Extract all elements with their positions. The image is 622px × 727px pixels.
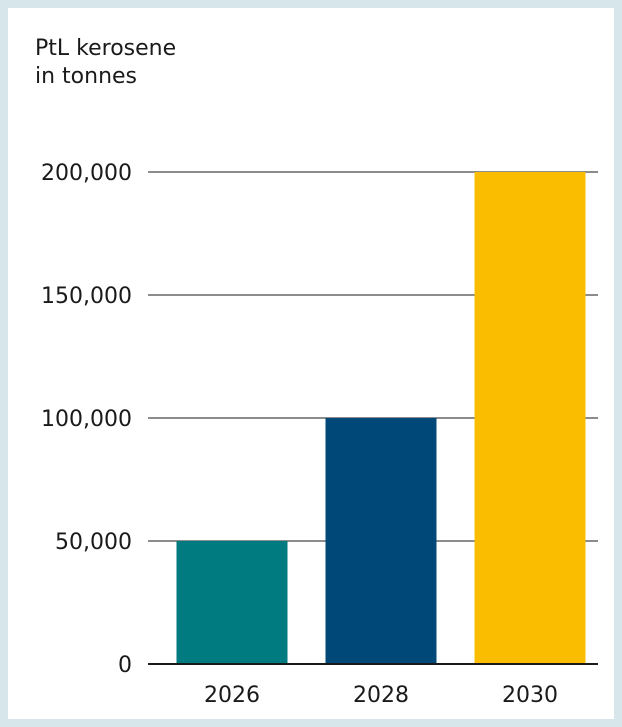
y-tick-labels: 0 50,000 100,000 150,000 200,000 (41, 161, 132, 678)
y-tick-label-4: 200,000 (41, 161, 132, 186)
bars (148, 172, 598, 665)
x-tick-label-2026: 2026 (204, 683, 260, 708)
bar-2028 (325, 418, 437, 664)
y-axis-label-line-1: PtL kerosene (35, 36, 176, 61)
chart-card: PtL kerosene in tonnes 0 50,000 100,000 150… (8, 8, 614, 719)
y-axis-label-line-2: in tonnes (35, 64, 137, 89)
y-tick-label-2: 100,000 (41, 407, 132, 432)
bar-2030 (474, 172, 586, 664)
bar-2026 (176, 541, 288, 664)
x-tick-labels: 2026 2028 2030 (204, 683, 558, 708)
bar-chart: PtL kerosene in tonnes 0 50,000 100,000 150… (35, 36, 598, 708)
y-tick-label-0: 0 (118, 653, 132, 678)
y-tick-label-3: 150,000 (41, 284, 132, 309)
x-tick-label-2028: 2028 (353, 683, 409, 708)
x-tick-label-2030: 2030 (502, 683, 558, 708)
y-tick-label-1: 50,000 (55, 530, 132, 555)
